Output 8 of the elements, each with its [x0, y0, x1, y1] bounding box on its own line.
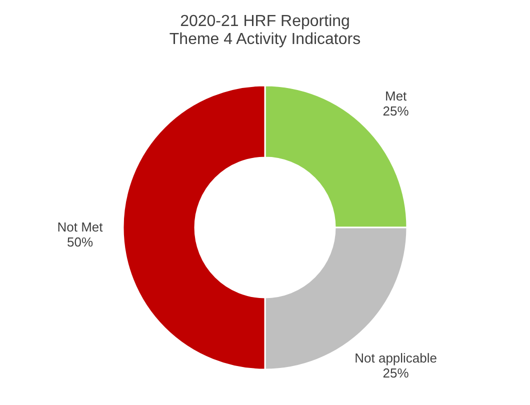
slice-label: Not Met — [57, 220, 104, 234]
slice-label: Not applicable — [354, 350, 438, 366]
data-label: 25% — [382, 104, 410, 119]
slice-label: Met — [384, 88, 408, 104]
data-label: 25% — [382, 365, 410, 380]
data-label: 50% — [66, 234, 94, 250]
text: 2020-21 HRF Reporting — [180, 13, 350, 30]
text: Theme 4 Activity Indicators — [169, 31, 361, 48]
